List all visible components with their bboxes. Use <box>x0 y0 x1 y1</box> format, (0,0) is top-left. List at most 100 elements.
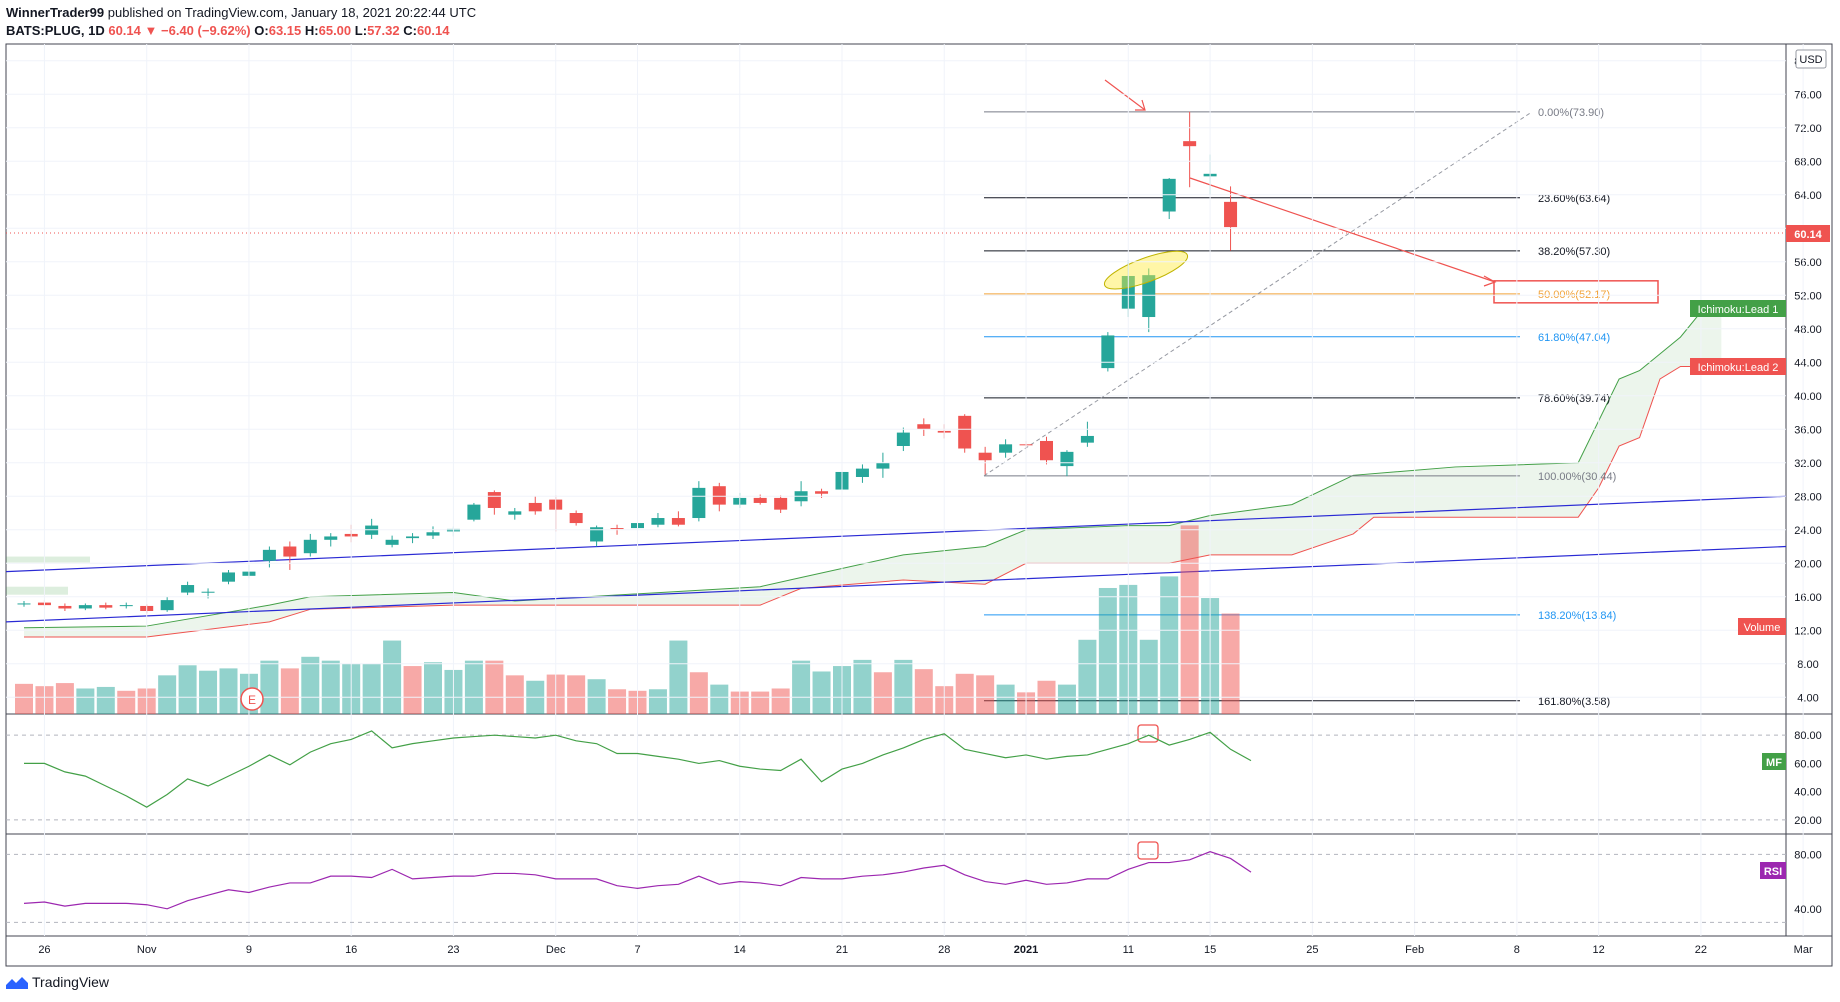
candle-body[interactable] <box>1060 451 1074 467</box>
volume-bar <box>178 665 197 714</box>
candle-body[interactable] <box>917 424 931 430</box>
volume-bar <box>792 660 811 714</box>
earnings-label: E <box>248 693 256 707</box>
candle-body[interactable] <box>999 444 1013 453</box>
rsi-tick-label: 40.00 <box>1794 904 1822 916</box>
candle-body[interactable] <box>1040 440 1053 461</box>
candle-body[interactable] <box>712 486 726 505</box>
time-tick-label: 21 <box>836 944 848 956</box>
time-tick-label: 16 <box>345 944 357 956</box>
candle-body[interactable] <box>201 591 215 593</box>
rsi-tag <box>1760 862 1786 879</box>
chart-canvas[interactable]: 0.00%(73.90)23.60%(63.64)38.20%(57.30)50… <box>0 0 1840 972</box>
candle-body[interactable] <box>610 528 624 530</box>
candle-body[interactable] <box>1101 335 1115 369</box>
candle-body[interactable] <box>855 468 869 477</box>
highlight-box-rsi[interactable] <box>1137 841 1159 860</box>
highlight-box-mf[interactable] <box>1137 724 1159 743</box>
symbol-name[interactable]: BATS:PLUG, 1D <box>6 23 105 38</box>
mf-tag-text: MF <box>1766 757 1782 769</box>
candle-body[interactable] <box>467 504 481 520</box>
fib-trend-line <box>983 111 1533 477</box>
high-label: H: <box>304 23 319 38</box>
close-label: C: <box>403 23 417 38</box>
candle-body[interactable] <box>692 487 706 519</box>
candle-body[interactable] <box>508 511 522 515</box>
candle-body[interactable] <box>569 513 583 524</box>
candle-body[interactable] <box>876 462 890 469</box>
volume-bar <box>15 683 33 714</box>
time-tick-label: 25 <box>1306 944 1318 956</box>
highlight-ellipse[interactable] <box>1101 244 1192 297</box>
volume-bar <box>199 670 218 714</box>
trendline[interactable] <box>5 545 1787 623</box>
mf-line <box>24 730 1252 808</box>
candle-body[interactable] <box>58 605 72 609</box>
volume-bar <box>567 675 586 714</box>
footer-brand: TradingView <box>6 974 109 990</box>
candle-body[interactable] <box>651 518 665 525</box>
volume-bar <box>321 660 340 714</box>
time-tick-label: 28 <box>938 944 950 956</box>
candle-body[interactable] <box>324 536 338 540</box>
candle-body[interactable] <box>283 546 297 557</box>
candle-body[interactable] <box>17 603 31 605</box>
candle-body[interactable] <box>303 539 317 554</box>
candle-body[interactable] <box>815 491 829 494</box>
candle-body[interactable] <box>385 539 399 545</box>
candle-body[interactable] <box>426 532 440 536</box>
last-price-tag <box>1786 225 1830 242</box>
candle-body[interactable] <box>1224 201 1238 228</box>
candle-body[interactable] <box>1183 141 1197 147</box>
last-price: 60.14 <box>108 23 141 38</box>
candle-body[interactable] <box>487 492 501 508</box>
symbol-legend: BATS:PLUG, 1D 60.14 ▼ −6.40 (−9.62%) O:6… <box>6 22 450 40</box>
candle-body[interactable] <box>774 497 788 510</box>
volume-bar <box>955 673 974 714</box>
rsi-line <box>23 851 1252 910</box>
annotation-arrow[interactable] <box>1189 177 1496 283</box>
price-tick-label: 20.00 <box>1794 558 1822 570</box>
annotation-arrow[interactable] <box>1104 79 1146 111</box>
volume-bar <box>55 683 74 714</box>
candle-body[interactable] <box>590 527 604 542</box>
candle-body[interactable] <box>896 432 910 446</box>
candle-body[interactable] <box>181 585 195 593</box>
time-tick-label: 23 <box>447 944 459 956</box>
candle-body[interactable] <box>528 502 542 512</box>
trendline[interactable] <box>5 495 1787 573</box>
currency-box[interactable] <box>1795 49 1827 69</box>
candle-body[interactable] <box>119 605 133 607</box>
candle-body[interactable] <box>958 415 972 449</box>
earnings-marker[interactable] <box>240 687 264 711</box>
candle-body[interactable] <box>671 518 685 525</box>
candle-body[interactable] <box>222 572 235 582</box>
volume-bar <box>301 656 320 714</box>
candle-body[interactable] <box>78 605 92 609</box>
candle-body[interactable] <box>406 536 420 539</box>
volume-bar <box>158 675 177 714</box>
price-tick-label: 8.00 <box>1797 659 1818 671</box>
price-tick-label: 44.00 <box>1794 357 1822 369</box>
candle-body[interactable] <box>978 452 992 461</box>
volume-bar <box>587 679 606 714</box>
rsi-tag-text: RSI <box>1764 866 1782 878</box>
volume-bar <box>608 689 627 714</box>
candle-body[interactable] <box>1142 275 1156 318</box>
candle-body[interactable] <box>262 549 276 561</box>
currency-label: USD <box>1799 54 1822 66</box>
candle-body[interactable] <box>99 605 113 608</box>
candle-body[interactable] <box>753 497 767 503</box>
volume-bar <box>362 663 381 714</box>
candle-body[interactable] <box>1080 435 1094 443</box>
fib-level-label: 38.20%(57.30) <box>1538 246 1610 258</box>
volume-bar <box>1180 525 1199 714</box>
candle-body[interactable] <box>160 600 174 611</box>
fib-level-label: 0.00%(73.90) <box>1538 107 1604 119</box>
highlight-box[interactable] <box>1493 280 1659 304</box>
publisher-name[interactable]: WinnerTrader99 <box>6 5 105 20</box>
open-label: O: <box>254 23 269 38</box>
price-tick-label: 48.00 <box>1794 324 1822 336</box>
mf-tag <box>1762 753 1786 770</box>
price-tick-label: 16.00 <box>1794 592 1822 604</box>
